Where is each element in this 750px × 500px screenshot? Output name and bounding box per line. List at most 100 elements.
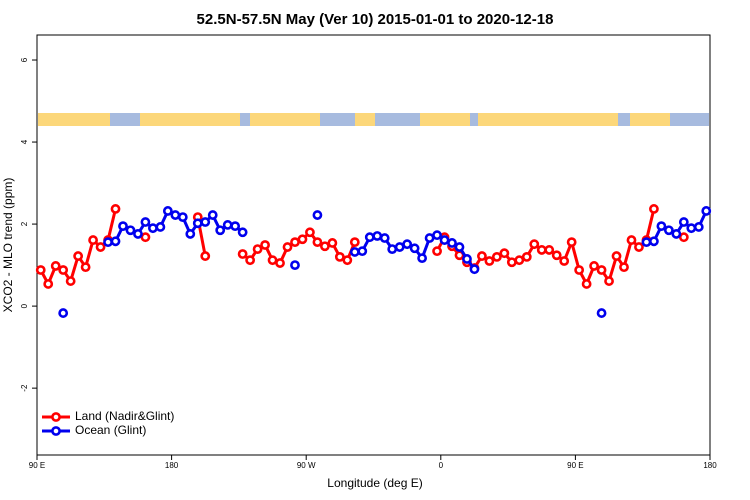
data-point bbox=[319, 241, 330, 252]
data-point bbox=[349, 247, 360, 257]
data-point bbox=[424, 233, 435, 243]
data-point bbox=[559, 256, 570, 266]
data-point bbox=[65, 276, 76, 286]
y-tick-label: 4 bbox=[20, 139, 29, 144]
data-point bbox=[297, 234, 308, 245]
legend-label: Land (Nadir&Glint) bbox=[75, 409, 174, 423]
data-point bbox=[327, 238, 338, 248]
data-point bbox=[693, 222, 704, 232]
data-point bbox=[148, 223, 158, 234]
x-tick-label: 0 bbox=[439, 461, 444, 470]
data-point bbox=[641, 237, 652, 248]
data-point bbox=[521, 251, 532, 262]
data-point bbox=[290, 237, 300, 248]
data-point bbox=[275, 258, 285, 268]
legend-marker bbox=[51, 412, 61, 422]
data-point bbox=[95, 242, 106, 252]
data-point bbox=[357, 246, 368, 257]
data-point bbox=[200, 217, 211, 227]
y-tick-label: 6 bbox=[20, 57, 29, 62]
data-point bbox=[237, 249, 248, 259]
data-point bbox=[364, 232, 375, 243]
data-point bbox=[35, 265, 46, 275]
data-point bbox=[312, 237, 323, 248]
legend-label: Ocean (Glint) bbox=[75, 423, 146, 437]
data-point bbox=[58, 265, 69, 275]
data-point bbox=[50, 261, 61, 271]
data-point bbox=[499, 248, 510, 259]
data-point bbox=[58, 308, 69, 318]
data-point bbox=[43, 279, 54, 289]
data-point bbox=[125, 225, 136, 236]
data-point bbox=[604, 276, 614, 286]
data-point bbox=[192, 218, 203, 229]
data-point bbox=[417, 253, 428, 264]
data-point bbox=[379, 233, 390, 243]
data-point bbox=[342, 255, 353, 266]
data-point bbox=[484, 256, 495, 266]
data-point bbox=[207, 210, 218, 220]
data-point bbox=[566, 237, 577, 248]
data-point bbox=[626, 235, 637, 245]
chart-title: 52.5N-57.5N May (Ver 10) 2015-01-01 to 2… bbox=[197, 11, 554, 28]
y-tick-label: 2 bbox=[20, 221, 29, 226]
data-point bbox=[649, 236, 659, 247]
data-point bbox=[402, 239, 413, 250]
data-point bbox=[88, 235, 98, 245]
data-point bbox=[349, 237, 360, 248]
data-point bbox=[589, 261, 599, 271]
data-point bbox=[678, 232, 689, 243]
data-point bbox=[529, 239, 540, 250]
data-point bbox=[237, 227, 248, 238]
data-point bbox=[334, 251, 345, 262]
data-point bbox=[200, 251, 211, 261]
data-point bbox=[469, 264, 480, 275]
data-point bbox=[215, 225, 226, 236]
data-point bbox=[170, 210, 181, 220]
data-point bbox=[462, 254, 472, 264]
data-point bbox=[619, 262, 629, 273]
data-point bbox=[103, 237, 113, 248]
data-point bbox=[536, 245, 547, 255]
data-point bbox=[432, 246, 442, 257]
data-point bbox=[506, 257, 517, 268]
data-point bbox=[454, 242, 465, 252]
data-point bbox=[671, 229, 682, 239]
data-point bbox=[230, 221, 241, 232]
map-strip bbox=[38, 113, 709, 126]
x-tick-label: 90 E bbox=[567, 461, 583, 470]
legend-marker bbox=[51, 426, 61, 436]
data-point bbox=[177, 212, 188, 223]
data-point bbox=[290, 260, 300, 270]
data-point bbox=[551, 250, 562, 261]
data-point bbox=[611, 251, 622, 261]
data-point bbox=[305, 227, 315, 238]
data-point bbox=[140, 217, 151, 227]
data-point bbox=[701, 206, 712, 216]
data-point bbox=[409, 243, 420, 254]
x-tick-label: 90 E bbox=[29, 461, 45, 470]
data-point bbox=[432, 230, 442, 241]
data-point bbox=[574, 265, 585, 275]
data-point bbox=[155, 222, 166, 232]
data-point bbox=[678, 217, 689, 227]
data-point bbox=[447, 238, 457, 248]
data-point bbox=[596, 265, 607, 275]
data-point bbox=[133, 229, 143, 239]
data-point bbox=[394, 242, 405, 252]
data-point bbox=[282, 242, 293, 252]
data-point bbox=[439, 235, 450, 245]
data-point bbox=[110, 204, 121, 214]
data-point bbox=[140, 232, 151, 243]
data-point bbox=[312, 210, 323, 220]
data-point bbox=[252, 244, 263, 255]
x-axis-label: Longitude (deg E) bbox=[327, 476, 422, 490]
data-point bbox=[110, 236, 121, 247]
x-tick-label: 180 bbox=[703, 461, 717, 470]
data-point bbox=[649, 204, 659, 214]
data-point bbox=[372, 231, 383, 241]
data-point bbox=[260, 240, 270, 250]
x-tick-label: 90 W bbox=[297, 461, 316, 470]
data-point bbox=[80, 262, 91, 273]
